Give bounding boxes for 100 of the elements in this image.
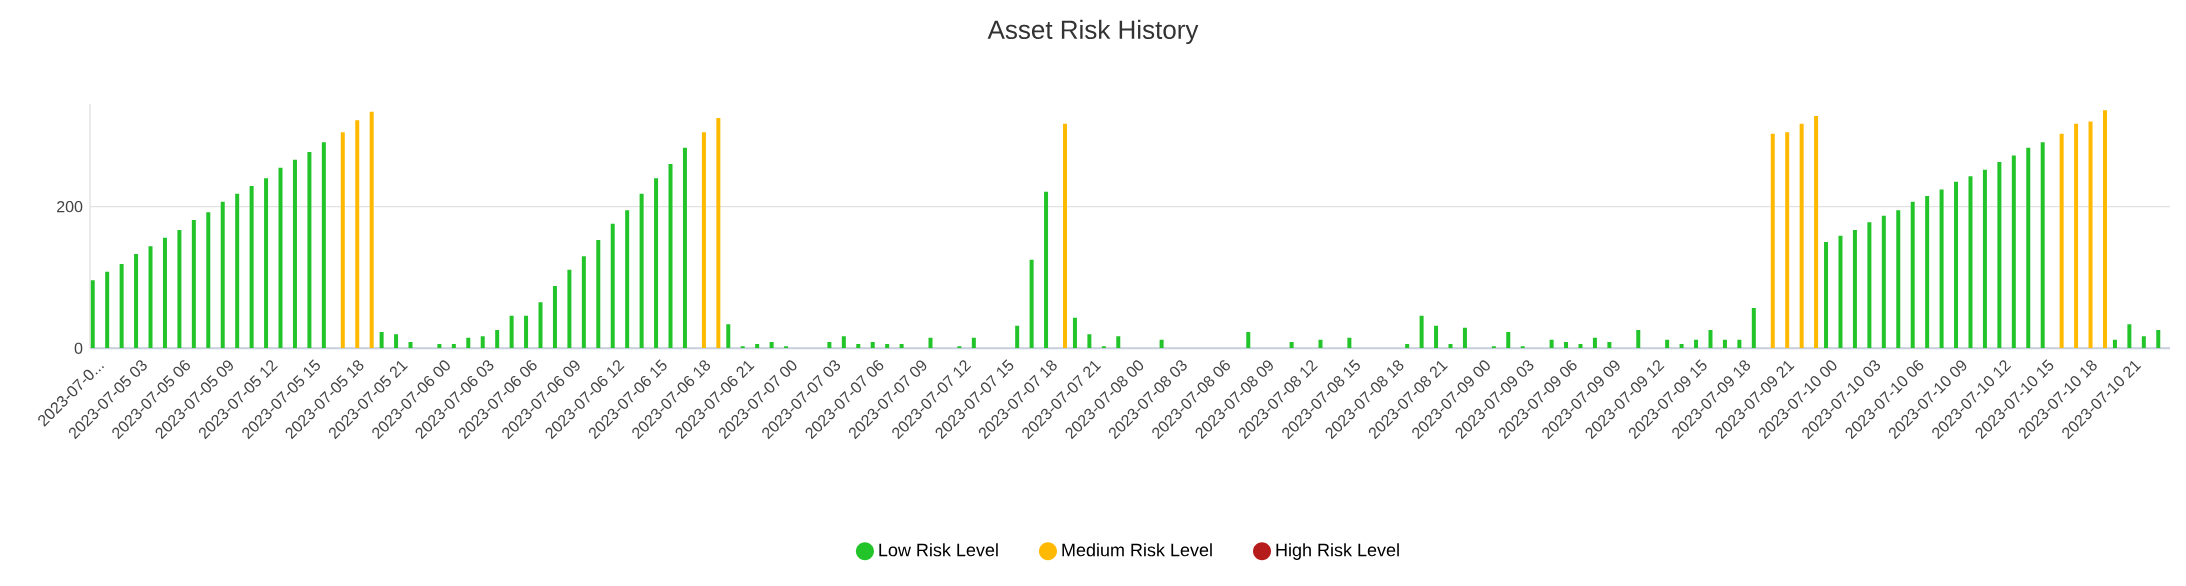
bar	[394, 334, 399, 349]
bar	[1867, 222, 1872, 349]
bar	[1044, 191, 1049, 349]
bar	[220, 201, 225, 349]
bar	[1910, 201, 1915, 349]
bar	[1015, 325, 1020, 349]
bar	[1785, 132, 1790, 349]
bar	[480, 336, 485, 349]
bar	[105, 271, 110, 349]
bar	[2059, 133, 2064, 349]
bar	[1246, 332, 1251, 349]
bar	[2141, 336, 2146, 349]
bar	[928, 337, 933, 349]
bar	[2088, 121, 2093, 349]
bar	[1318, 339, 1323, 349]
bar	[1814, 115, 1819, 349]
bar	[971, 337, 976, 349]
bar	[2040, 142, 2045, 349]
bar	[369, 111, 374, 349]
bar	[625, 210, 630, 349]
bar	[2026, 147, 2031, 349]
bar	[769, 341, 774, 349]
bar	[1029, 259, 1034, 349]
bar	[321, 142, 326, 349]
bar	[2074, 123, 2079, 349]
bar	[1072, 317, 1077, 349]
bar	[162, 237, 167, 349]
bar	[1347, 337, 1352, 349]
bar	[682, 147, 687, 349]
bar	[1405, 344, 1410, 349]
bar	[264, 178, 269, 349]
bar	[1679, 344, 1684, 349]
bar	[1665, 339, 1670, 349]
bar	[740, 346, 745, 349]
bar	[1799, 123, 1804, 349]
bar	[1159, 339, 1164, 349]
bar	[1549, 339, 1554, 349]
bar	[841, 336, 846, 349]
bar	[1824, 242, 1829, 349]
bar	[610, 223, 615, 349]
bar	[1636, 329, 1641, 349]
bar	[1997, 161, 2002, 349]
bar	[307, 152, 312, 349]
bar	[437, 344, 442, 349]
bar	[134, 254, 139, 349]
bar	[235, 193, 240, 349]
bar	[191, 220, 196, 349]
bar	[552, 285, 557, 349]
bar	[726, 324, 731, 349]
y-tick-label: 200	[57, 200, 83, 213]
bar	[2156, 329, 2161, 349]
bar	[1852, 230, 1857, 349]
bar	[379, 332, 384, 349]
bar	[408, 341, 413, 349]
bar	[1506, 332, 1511, 349]
bar	[509, 315, 514, 349]
bar	[1063, 123, 1067, 349]
legend-label: Medium Risk Level	[1062, 543, 1212, 557]
bar	[668, 164, 673, 349]
bar	[1968, 176, 1973, 349]
bar	[466, 337, 471, 349]
bar	[1607, 341, 1612, 349]
bar	[451, 344, 456, 349]
bar	[177, 230, 182, 349]
bar	[1708, 329, 1713, 349]
bar	[355, 120, 360, 349]
bar	[1737, 339, 1742, 349]
bar	[639, 193, 644, 349]
bar	[495, 329, 500, 349]
bar	[2112, 339, 2117, 349]
bar	[1462, 327, 1467, 349]
chart-title: Asset Risk History	[987, 19, 1199, 45]
bar	[249, 186, 254, 349]
bar	[654, 178, 659, 349]
bar	[1087, 334, 1092, 349]
bar	[2011, 155, 2016, 349]
bar	[292, 159, 297, 349]
bar	[524, 315, 529, 349]
bar	[784, 346, 789, 349]
bar	[1578, 344, 1583, 349]
bar	[899, 344, 904, 349]
bar	[538, 302, 543, 349]
bar	[1289, 341, 1294, 349]
bar	[1116, 336, 1121, 349]
bar	[1896, 210, 1901, 349]
bar	[1101, 346, 1106, 349]
bar	[1838, 235, 1843, 349]
bar	[2102, 110, 2107, 349]
bar	[1982, 169, 1987, 349]
bar	[755, 344, 760, 349]
legend-label: Low Risk Level	[879, 543, 998, 557]
bar	[1564, 341, 1569, 349]
bar	[148, 246, 153, 349]
bar	[90, 280, 95, 349]
bar	[701, 132, 706, 349]
bar	[1694, 339, 1699, 349]
bar	[957, 346, 962, 349]
bar	[206, 212, 211, 349]
bar	[1939, 189, 1944, 349]
bar	[1751, 307, 1756, 349]
